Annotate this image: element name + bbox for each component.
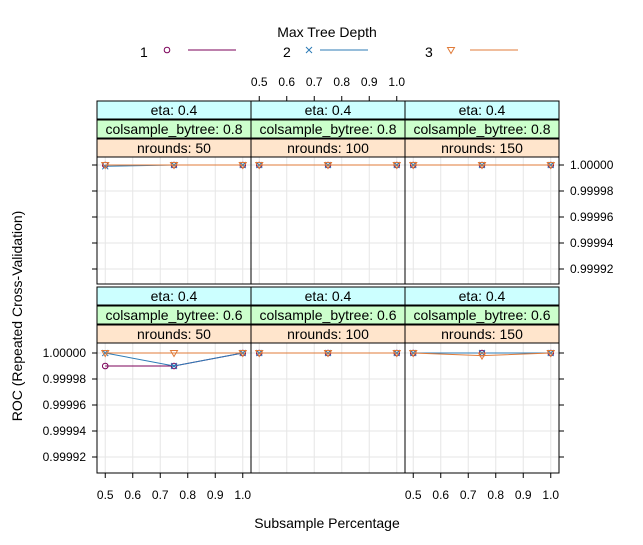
panel-1: eta: 0.4 colsample_bytree: 0.8 nrounds: 50 — [96, 100, 252, 285]
data-point-3 — [169, 350, 179, 358]
data-point-1 — [170, 362, 178, 370]
data-point-3 — [408, 162, 418, 170]
x-tick-label-top: 0.7 — [306, 75, 323, 89]
y-tick-label-right: 0.99996 — [570, 210, 614, 224]
plot-area — [405, 343, 559, 473]
legend-title: Max Tree Depth — [277, 24, 377, 40]
strip-label-colsample: colsample_bytree: 0.8 — [260, 121, 397, 137]
x-tick-label-bottom: 0.6 — [124, 488, 141, 502]
axes: 0.5 0.6 0.7 0.8 0.9 1.0 0.5 0.6 0.7 0.8 0.9 1.0 0.5 0… — [43, 75, 614, 502]
panel-3: eta: 0.4 colsample_bytree: 0.8 nrounds: 15… — [404, 100, 560, 285]
x-axis-label: Subsample Percentage — [254, 515, 400, 531]
strip-label-nrounds: nrounds: 150 — [441, 326, 523, 342]
y-tick-label-right: 0.99998 — [570, 184, 614, 198]
y-tick-label-right: 1.00000 — [570, 158, 614, 172]
legend-label-1: 1 — [140, 44, 148, 60]
y-tick-label-left: 0.99992 — [43, 450, 87, 464]
y-tick-label-left: 1.00000 — [43, 346, 87, 360]
data-point-3 — [254, 162, 264, 170]
legend-marker-3 — [446, 47, 456, 55]
data-point-3 — [323, 350, 333, 358]
data-point-3 — [477, 162, 487, 170]
legend-label-2: 2 — [283, 44, 291, 60]
data-point-3 — [238, 162, 248, 170]
plot-area — [405, 157, 559, 284]
data-point-2 — [170, 362, 178, 370]
strip-label-eta: eta: 0.4 — [151, 288, 198, 304]
y-tick-label-left: 0.99998 — [43, 372, 87, 386]
strip-label-eta: eta: 0.4 — [151, 102, 198, 118]
x-tick-label-bottom: 0.8 — [179, 488, 196, 502]
data-point-3 — [392, 162, 402, 170]
legend-marker-1 — [163, 46, 171, 54]
legend: 1 2 3 — [140, 44, 518, 60]
x-tick-label-bottom: 0.8 — [487, 488, 504, 502]
x-tick-label-top: 0.8 — [333, 75, 350, 89]
x-tick-label-top: 1.0 — [388, 75, 405, 89]
data-point-3 — [238, 350, 248, 358]
x-tick-label-bottom: 0.5 — [97, 488, 114, 502]
plot-area — [251, 343, 405, 473]
data-point-3 — [100, 162, 110, 170]
panels: eta: 0.4 colsample_bytree: 0.8 nrounds: 50… — [96, 100, 560, 474]
legend-label-3: 3 — [425, 44, 433, 60]
data-point-1 — [101, 362, 109, 370]
y-tick-label-right: 0.99992 — [570, 262, 614, 276]
strip-label-colsample: colsample_bytree: 0.6 — [414, 307, 551, 323]
y-tick-label-left: 0.99994 — [43, 424, 87, 438]
strip-label-eta: eta: 0.4 — [459, 288, 506, 304]
x-tick-label-bottom: 0.7 — [152, 488, 169, 502]
panel-5: eta: 0.4 colsample_bytree: 0.6 nrounds: 10… — [250, 286, 406, 474]
plot-area — [97, 157, 251, 284]
strip-label-nrounds: nrounds: 100 — [287, 140, 369, 156]
strip-label-eta: eta: 0.4 — [459, 102, 506, 118]
y-axis-label: ROC (Repeated Cross-Validation) — [9, 211, 25, 422]
x-tick-label-bottom: 0.5 — [405, 488, 422, 502]
strip-eta — [404, 100, 560, 120]
x-tick-label-bottom: 0.7 — [460, 488, 477, 502]
strip-label-eta: eta: 0.4 — [305, 288, 352, 304]
plot-area — [97, 343, 251, 473]
strip-colsample — [404, 305, 560, 325]
y-tick-label-left: 0.99996 — [43, 398, 87, 412]
x-tick-label-bottom: 1.0 — [542, 488, 559, 502]
panel-6: eta: 0.4 colsample_bytree: 0.6 nrounds: 15… — [404, 286, 560, 474]
plot-area — [251, 157, 405, 284]
data-point-3 — [546, 162, 556, 170]
strip-label-nrounds: nrounds: 150 — [441, 140, 523, 156]
x-tick-label-bottom: 0.6 — [432, 488, 449, 502]
x-tick-label-top: 0.6 — [278, 75, 295, 89]
strip-label-nrounds: nrounds: 50 — [137, 326, 211, 342]
y-tick-label-right: 0.99994 — [570, 236, 614, 250]
x-tick-label-bottom: 0.9 — [515, 488, 532, 502]
strip-label-colsample: colsample_bytree: 0.8 — [106, 121, 243, 137]
strip-colsample — [404, 119, 560, 139]
data-point-3 — [477, 352, 487, 361]
data-point-3 — [169, 162, 179, 170]
strip-label-colsample: colsample_bytree: 0.8 — [414, 121, 551, 137]
panel-border — [404, 156, 560, 285]
strip-eta — [404, 286, 560, 306]
panel-2: eta: 0.4 colsample_bytree: 0.8 nrounds: 10… — [250, 100, 406, 285]
series-line-3 — [413, 352, 551, 357]
data-point-3 — [392, 350, 402, 358]
data-point-3 — [408, 350, 418, 358]
data-point-3 — [546, 350, 556, 358]
data-point-3 — [254, 350, 264, 358]
data-point-3 — [100, 350, 110, 358]
strip-label-nrounds: nrounds: 100 — [287, 326, 369, 342]
x-tick-label-top: 0.5 — [251, 75, 268, 89]
strip-label-colsample: colsample_bytree: 0.6 — [260, 307, 397, 323]
x-tick-label-bottom: 1.0 — [234, 488, 251, 502]
x-tick-label-top: 0.9 — [361, 75, 378, 89]
data-point-3 — [323, 162, 333, 170]
x-tick-label-bottom: 0.9 — [207, 488, 224, 502]
panel-border — [404, 342, 560, 474]
strip-label-colsample: colsample_bytree: 0.6 — [106, 307, 243, 323]
legend-marker-2 — [305, 46, 313, 54]
strip-label-nrounds: nrounds: 50 — [137, 140, 211, 156]
strip-label-eta: eta: 0.4 — [305, 102, 352, 118]
panel-4: eta: 0.4 colsample_bytree: 0.6 nrounds: 50 — [96, 286, 252, 474]
